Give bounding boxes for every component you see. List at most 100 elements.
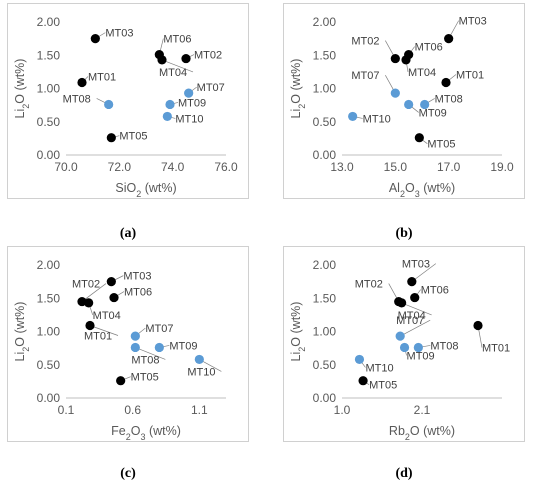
y-tick-label: 0.00: [313, 148, 337, 162]
data-label-mt01: MT01: [482, 343, 510, 355]
data-point-mt06: [109, 292, 119, 303]
data-label-mt10: MT10: [365, 362, 393, 374]
data-point-mt08: [130, 342, 140, 353]
data-label-mt10: MT10: [187, 366, 215, 378]
x-tick-label: 0.6: [124, 403, 141, 417]
y-tick-label: 0.00: [313, 391, 337, 405]
data-label-mt03: MT03: [402, 259, 430, 271]
data-label-mt05: MT05: [131, 372, 159, 384]
caption-a: (a): [119, 226, 137, 241]
data-label-mt06: MT06: [124, 287, 152, 299]
data-label-mt04: MT04: [398, 310, 426, 322]
data-label-mt10: MT10: [363, 113, 391, 125]
data-label-mt05: MT05: [427, 139, 455, 151]
data-label-mt01: MT01: [84, 331, 112, 343]
chart-panel-a: 0.00 0.50 1.00 1.50 2.00 70.0 72.0 74.0 76.0 SiO2…: [7, 3, 249, 199]
leader-line: [161, 59, 194, 73]
data-label-mt04: MT04: [408, 67, 436, 79]
x-tick-label: 13.0: [330, 160, 354, 174]
y-tick-label: 1.00: [313, 325, 337, 339]
data-label-mt03: MT03: [123, 271, 151, 283]
data-point-mt01: [77, 77, 87, 88]
y-tick-label: 0.50: [313, 358, 337, 372]
chart-panel-c: 0.00 0.50 1.00 1.50 2.00 0.1 0.6 1.1 Fe2O3 (wt%)…: [7, 246, 249, 442]
data-point-mt03: [90, 34, 100, 44]
x-axis-title: SiO2 (wt%): [115, 181, 176, 199]
x-tick-label: 0.1: [58, 403, 75, 417]
leader-line: [400, 319, 431, 337]
data-label-mt02: MT02: [355, 279, 383, 291]
data-point-mt03: [444, 34, 454, 44]
scatter-chart-a: 0.00 0.50 1.00 1.50 2.00 70.0 72.0 74.0 76.0 SiO2…: [13, 15, 238, 199]
y-tick-label: 0.50: [37, 358, 61, 372]
x-axis-title: Fe2O3 (wt%): [111, 424, 181, 442]
x-tick-label: 17.0: [437, 160, 461, 174]
data-point-mt05: [116, 376, 126, 386]
y-tick-label: 0.50: [313, 115, 337, 129]
data-point-mt10: [194, 354, 204, 365]
data-label-mt01: MT01: [88, 72, 116, 84]
y-axis-title: Li2O (wt%): [289, 302, 307, 362]
data-point-mt02: [181, 53, 191, 64]
data-point-mt09: [165, 99, 175, 110]
scatter-chart-c: 0.00 0.50 1.00 1.50 2.00 0.1 0.6 1.1 Fe2O3 (wt%)…: [13, 258, 226, 442]
data-label-mt07: MT07: [197, 82, 225, 94]
data-label-mt04: MT04: [159, 67, 187, 79]
leader-line: [135, 347, 166, 360]
caption-d: (d): [395, 466, 413, 481]
chart-panel-d: 0.00 0.50 1.00 1.50 2.00 1.0 2.1 Rb2O (wt%) Li2O…: [283, 246, 525, 442]
x-tick-label: 76.0: [214, 160, 238, 174]
scatter-chart-d: 0.00 0.50 1.00 1.50 2.00 1.0 2.1 Rb2O (wt%) Li2O…: [289, 258, 510, 442]
data-point-mt04: [397, 298, 407, 308]
data-point-mt10: [354, 354, 365, 365]
leader-line: [81, 283, 107, 302]
caption-c: (c): [120, 466, 136, 481]
data-label-mt07: MT07: [396, 315, 424, 327]
x-axis-title: Al2O3 (wt%): [389, 181, 455, 199]
data-point-mt10: [162, 111, 172, 122]
data-label-mt08: MT08: [131, 354, 159, 366]
x-tick-label: 70.0: [54, 160, 78, 174]
y-tick-label: 2.00: [313, 15, 337, 29]
data-label-mt09: MT09: [407, 350, 435, 362]
x-tick-label: 1.0: [334, 403, 351, 417]
data-label-mt09: MT09: [419, 107, 447, 119]
y-tick-label: 1.00: [37, 325, 61, 339]
data-point-mt06: [404, 49, 414, 60]
y-tick-label: 1.50: [37, 48, 61, 62]
x-axis-title: Rb2O (wt%): [389, 424, 455, 442]
y-axis-title: Li2O (wt%): [289, 59, 307, 119]
data-point-mt08: [420, 99, 430, 110]
data-label-mt08: MT08: [63, 93, 91, 105]
data-label-mt05: MT05: [369, 380, 397, 392]
data-label-mt08: MT08: [430, 340, 458, 352]
data-label-mt02: MT02: [72, 279, 100, 291]
data-point-mt09: [399, 342, 410, 353]
data-label-mt09: MT09: [169, 340, 197, 352]
data-label-mt03: MT03: [105, 28, 133, 40]
x-tick-label: 72.0: [108, 160, 132, 174]
y-tick-label: 2.00: [37, 258, 61, 272]
data-point-mt06: [154, 49, 164, 60]
data-point-mt01: [473, 320, 483, 331]
y-tick-label: 1.00: [37, 82, 61, 96]
y-tick-label: 1.50: [313, 291, 337, 305]
data-label-mt06: MT06: [421, 285, 449, 297]
x-tick-label: 1.1: [191, 403, 208, 417]
data-label-mt02: MT02: [194, 50, 222, 62]
x-tick-label: 15.0: [384, 160, 408, 174]
data-point-mt05: [106, 133, 116, 143]
data-label-mt05: MT05: [119, 131, 147, 143]
caption-b: (b): [395, 226, 413, 241]
data-point-mt03: [106, 277, 116, 287]
y-tick-label: 0.50: [37, 115, 61, 129]
data-label-mt01: MT01: [456, 70, 484, 82]
data-point-mt07: [184, 88, 194, 98]
data-point-mt07: [395, 331, 405, 341]
data-point-mt03: [407, 277, 417, 287]
data-point-mt08: [413, 342, 423, 353]
y-axis-title: Li2O (wt%): [13, 59, 31, 119]
y-tick-label: 2.00: [313, 258, 337, 272]
data-label-mt09: MT09: [178, 97, 206, 109]
y-tick-label: 2.00: [37, 15, 61, 29]
